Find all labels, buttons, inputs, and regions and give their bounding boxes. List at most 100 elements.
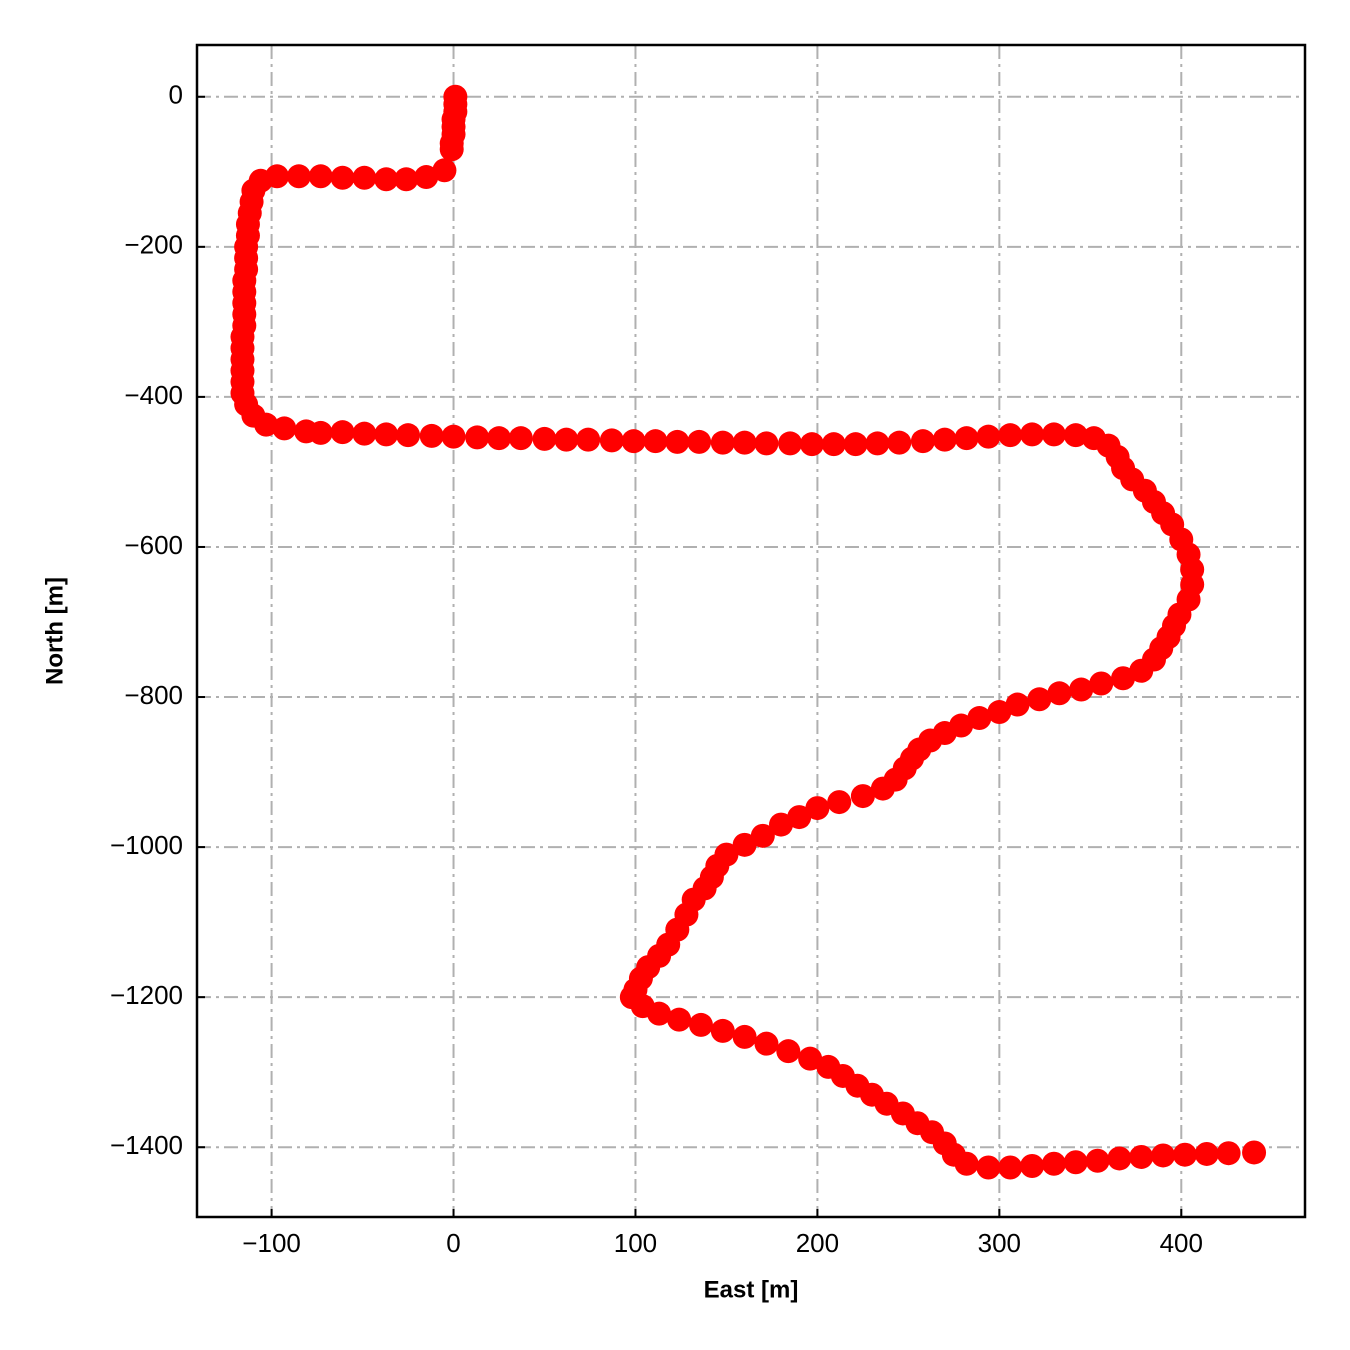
point bbox=[308, 164, 333, 189]
point bbox=[887, 430, 912, 455]
y-tick-label: −1400 bbox=[110, 1130, 183, 1160]
point bbox=[776, 1039, 801, 1064]
point bbox=[1063, 1150, 1088, 1175]
point bbox=[643, 429, 668, 454]
point bbox=[532, 426, 557, 451]
point bbox=[1172, 1142, 1197, 1167]
point bbox=[754, 431, 779, 456]
point bbox=[1063, 423, 1088, 448]
point bbox=[1129, 1144, 1154, 1169]
point bbox=[396, 423, 421, 448]
point bbox=[465, 425, 490, 450]
point bbox=[827, 790, 852, 815]
point bbox=[508, 426, 533, 451]
point bbox=[1041, 422, 1066, 447]
y-axis-label: North [m] bbox=[41, 577, 68, 685]
point bbox=[1129, 658, 1154, 683]
point bbox=[778, 431, 803, 456]
y-tick-label: −400 bbox=[124, 380, 183, 410]
point bbox=[308, 420, 333, 445]
point bbox=[870, 776, 895, 801]
point bbox=[441, 424, 466, 449]
point bbox=[272, 416, 297, 441]
point bbox=[687, 429, 712, 454]
point bbox=[787, 805, 812, 830]
y-tick-label: −600 bbox=[124, 530, 183, 560]
point bbox=[599, 428, 624, 453]
point bbox=[754, 1031, 779, 1056]
point bbox=[821, 432, 846, 457]
point bbox=[976, 424, 1001, 449]
point bbox=[1089, 671, 1114, 696]
point bbox=[439, 137, 464, 162]
x-tick-label: 300 bbox=[978, 1228, 1021, 1258]
plot-frame bbox=[195, 43, 1307, 1219]
x-tick-label: 200 bbox=[796, 1228, 839, 1258]
x-tick-label: 400 bbox=[1160, 1228, 1203, 1258]
y-tick-label: −200 bbox=[124, 230, 183, 260]
point bbox=[843, 432, 868, 457]
point bbox=[750, 823, 775, 848]
x-axis-label: East [m] bbox=[704, 1276, 799, 1303]
point bbox=[647, 1001, 672, 1026]
point bbox=[865, 431, 890, 456]
point bbox=[805, 796, 830, 821]
point bbox=[394, 167, 419, 192]
point bbox=[1107, 1146, 1132, 1171]
point bbox=[419, 423, 444, 448]
point bbox=[1027, 687, 1052, 712]
point bbox=[998, 423, 1023, 448]
point bbox=[798, 1046, 823, 1071]
point bbox=[954, 426, 979, 451]
point bbox=[330, 165, 355, 190]
point bbox=[1111, 666, 1136, 691]
x-tick-label: −100 bbox=[242, 1228, 301, 1258]
point bbox=[799, 432, 824, 457]
point bbox=[330, 420, 355, 445]
point bbox=[414, 165, 439, 190]
point bbox=[976, 1155, 1001, 1180]
y-tick-label: −1000 bbox=[110, 830, 183, 860]
point bbox=[1069, 677, 1094, 702]
point bbox=[576, 427, 601, 452]
point bbox=[1194, 1141, 1219, 1166]
point bbox=[688, 1012, 713, 1037]
point bbox=[1047, 681, 1072, 706]
point bbox=[932, 427, 957, 452]
point bbox=[1041, 1151, 1066, 1176]
y-tick-label: −800 bbox=[124, 680, 183, 710]
point bbox=[352, 165, 377, 190]
point bbox=[1216, 1141, 1241, 1166]
point bbox=[710, 1018, 735, 1043]
point bbox=[1242, 1140, 1267, 1165]
point bbox=[732, 430, 757, 455]
point bbox=[1020, 422, 1045, 447]
point bbox=[621, 429, 646, 454]
point bbox=[1020, 1153, 1045, 1178]
point bbox=[1005, 692, 1030, 717]
point bbox=[998, 1155, 1023, 1180]
point bbox=[487, 426, 512, 451]
point bbox=[254, 412, 279, 437]
point bbox=[967, 706, 992, 731]
point bbox=[769, 812, 794, 837]
point bbox=[374, 167, 399, 192]
point bbox=[352, 421, 377, 446]
point bbox=[910, 429, 935, 454]
point bbox=[667, 1007, 692, 1032]
y-tick-label: 0 bbox=[169, 80, 183, 110]
x-tick-label: 0 bbox=[446, 1228, 460, 1258]
point bbox=[286, 164, 311, 189]
point bbox=[374, 422, 399, 447]
point bbox=[954, 1151, 979, 1176]
point bbox=[987, 700, 1012, 725]
point bbox=[665, 429, 690, 454]
point bbox=[554, 427, 579, 452]
x-tick-label: 100 bbox=[614, 1228, 657, 1258]
y-tick-label: −1200 bbox=[110, 980, 183, 1010]
point bbox=[850, 784, 875, 809]
point bbox=[732, 1024, 757, 1049]
point bbox=[1085, 1148, 1110, 1173]
